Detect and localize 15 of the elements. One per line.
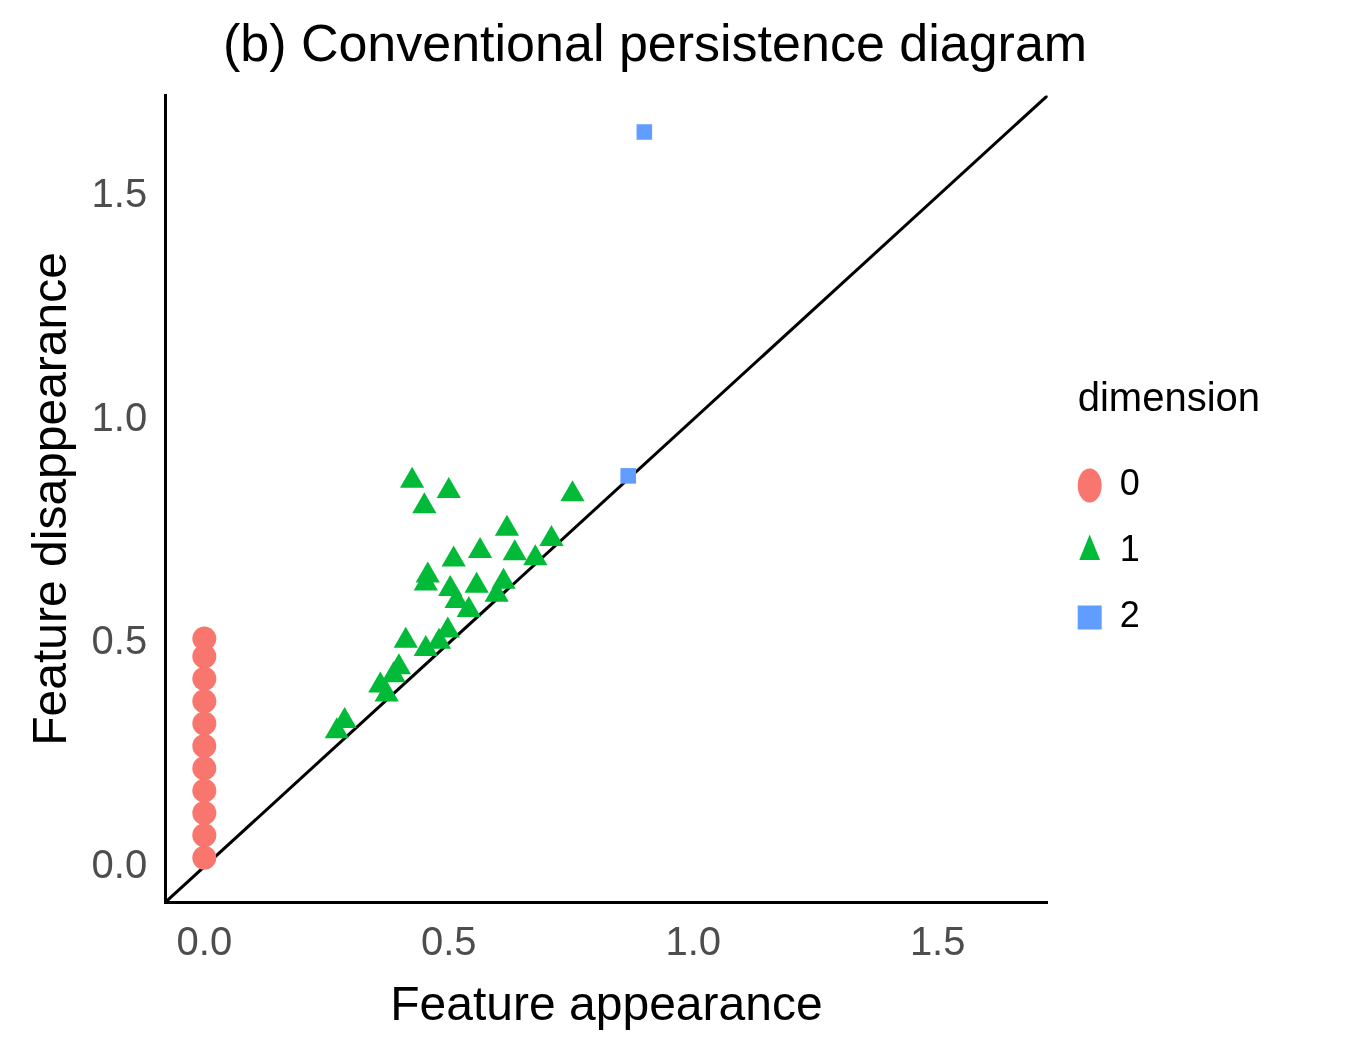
x-tick-label: 0.5 <box>420 919 477 964</box>
y-axis-title: Feature disappearance <box>23 252 77 746</box>
y-tick-label: 0.0 <box>91 841 148 886</box>
y-tick-label: 1.5 <box>91 171 148 216</box>
x-axis-title: Feature appearance <box>390 977 823 1031</box>
chart-title: (b) Conventional persistence diagram <box>222 13 1088 72</box>
legend-label: 1 <box>1119 528 1140 570</box>
x-tick-label: 0.0 <box>176 919 233 964</box>
x-tick-label: 1.5 <box>909 919 966 964</box>
legend-label: 2 <box>1119 594 1140 636</box>
y-tick-label: 1.0 <box>91 394 148 439</box>
legend-label: 0 <box>1119 462 1140 504</box>
legend-title: dimension <box>1077 374 1260 419</box>
y-tick-label: 0.5 <box>91 618 148 663</box>
x-tick-label: 1.0 <box>665 919 722 964</box>
